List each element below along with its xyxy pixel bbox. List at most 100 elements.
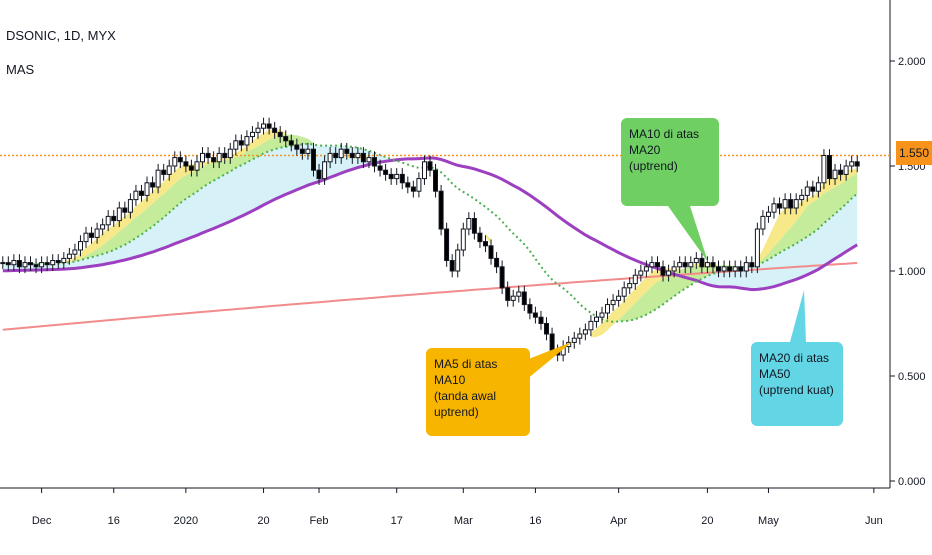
candle-up — [100, 224, 106, 230]
candle-down — [177, 157, 183, 163]
candle-down — [788, 199, 794, 209]
candle-down — [111, 215, 117, 222]
candle-up — [305, 148, 311, 154]
candle-down — [55, 260, 61, 264]
candle-down — [405, 182, 411, 188]
candle-up — [671, 266, 677, 272]
candle-up — [460, 228, 466, 251]
x-tick-label: 2020 — [174, 515, 198, 527]
candle-down — [399, 173, 405, 184]
candle-down — [810, 186, 816, 192]
candle-up — [627, 283, 633, 289]
candle-down — [266, 123, 272, 129]
candle-down — [272, 127, 278, 133]
callout-ma20-ma50-line2: (uptrend kuat) — [759, 383, 834, 397]
candle-up — [394, 173, 400, 180]
candle-down — [433, 169, 438, 192]
candle-up — [688, 262, 694, 268]
candle-up — [821, 155, 827, 184]
candle-down — [727, 266, 733, 272]
candle-up — [144, 182, 150, 196]
candle-up — [693, 257, 699, 264]
candle-down — [349, 152, 355, 159]
y-tick-label: 1.000 — [898, 266, 926, 278]
y-tick-label: 0.000 — [898, 476, 926, 488]
candle-down — [344, 148, 350, 154]
candle-up — [632, 274, 638, 285]
candle-down — [294, 144, 300, 150]
candle-down — [139, 190, 144, 196]
candle-down — [838, 169, 844, 175]
candle-up — [22, 262, 28, 268]
current-price-tag: 1.550 — [896, 141, 932, 165]
band-ma20-ma50 — [2, 143, 392, 271]
x-tick-label: 16 — [529, 515, 541, 527]
candle-down — [505, 287, 511, 301]
candle-up — [255, 127, 261, 133]
callout-ma10-ma20-pointer — [668, 206, 708, 262]
candle-up — [704, 262, 710, 268]
candle-down — [699, 257, 705, 268]
y-tick-label: 0.500 — [898, 371, 926, 383]
candle-up — [643, 266, 649, 272]
candle-up — [582, 329, 588, 335]
x-tick-label: 17 — [391, 515, 403, 527]
candle-up — [766, 211, 771, 217]
candle-down — [377, 165, 383, 171]
band-ma5-ma10 — [485, 233, 491, 244]
candle-up — [771, 203, 777, 213]
candle-down — [749, 262, 755, 268]
candle-up — [621, 287, 627, 297]
candle-up — [577, 333, 583, 339]
candle-down — [44, 262, 50, 266]
candle-up — [732, 266, 738, 272]
candle-up — [721, 266, 727, 272]
candle-down — [738, 266, 744, 272]
candle-up — [843, 165, 849, 175]
candle-down — [161, 169, 167, 175]
candle-down — [222, 152, 228, 159]
band-ma10-ma20 — [757, 173, 858, 265]
callout-ma10-ma20: MA10 di atas MA20 (uptrend) — [621, 118, 719, 206]
x-tick-label: 20 — [257, 515, 269, 527]
candle-down — [682, 262, 688, 268]
candle-down — [521, 291, 527, 306]
candle-up — [616, 295, 622, 301]
indicator-label: MAS — [6, 62, 35, 77]
candle-up — [815, 182, 821, 192]
candle-up — [11, 260, 17, 266]
candle-down — [211, 157, 217, 163]
callout-ma20-ma50-pointer — [790, 290, 806, 342]
candle-down — [388, 173, 394, 180]
candle-down — [438, 190, 444, 230]
candle-up — [227, 148, 233, 159]
candle-up — [355, 152, 361, 159]
x-tick-label: Feb — [310, 515, 329, 527]
candle-down — [710, 262, 716, 268]
candle-up — [200, 152, 205, 163]
candle-down — [655, 262, 660, 268]
callout-ma5-ma10-line1: MA5 di atas MA10 — [434, 357, 498, 387]
candle-down — [488, 245, 494, 259]
candle-up — [649, 262, 655, 268]
candle-down — [494, 257, 500, 268]
x-tick-label: May — [758, 515, 779, 527]
candle-up — [116, 207, 122, 222]
candle-down — [288, 140, 294, 146]
candle-up — [50, 260, 56, 266]
candle-up — [244, 136, 250, 146]
candle-up — [594, 316, 599, 322]
candle-up — [799, 194, 805, 201]
candle-down — [538, 316, 544, 325]
callout-ma20-ma50: MA20 di atas MA50 (uptrend kuat) — [751, 342, 843, 426]
candle-up — [127, 199, 133, 213]
candle-up — [466, 218, 472, 230]
band-ma5-ma10 — [757, 167, 858, 264]
candle-down — [277, 131, 283, 138]
candle-up — [599, 312, 605, 318]
callout-ma5-ma10: MA5 di atas MA10 (tanda awal uptrend) — [426, 348, 530, 436]
candle-up — [172, 157, 178, 167]
candle-down — [372, 157, 377, 167]
chart-title: DSONIC, 1D, MYX — [6, 28, 116, 43]
